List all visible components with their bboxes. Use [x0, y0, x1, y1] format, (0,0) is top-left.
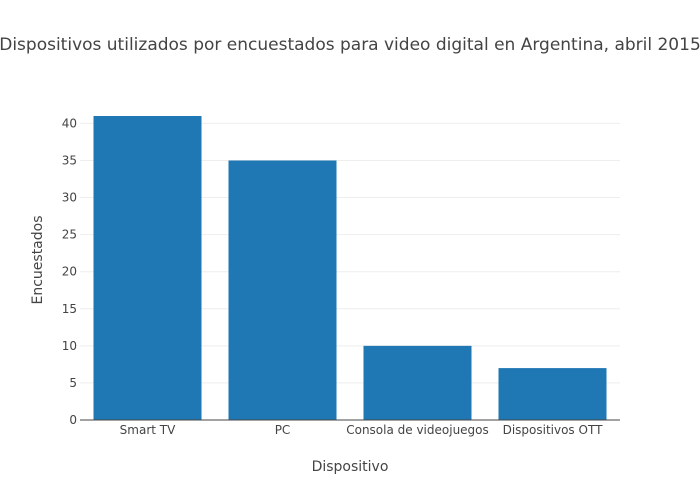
y-tick-label: 35: [62, 153, 77, 167]
x-axis-title: Dispositivo: [312, 459, 389, 475]
x-tick-label: Dispositivos OTT: [503, 423, 603, 437]
bar-smart-tv: [93, 116, 202, 420]
y-tick-label: 10: [62, 339, 77, 353]
y-tick-label: 0: [69, 413, 77, 427]
y-tick-label: 20: [62, 265, 77, 279]
bars: [93, 116, 607, 421]
y-tick-label: 5: [69, 376, 77, 390]
x-tick-label: PC: [275, 423, 291, 437]
x-tick-label: Smart TV: [120, 423, 176, 437]
chart-title: Dispositivos utilizados por encuestados …: [0, 35, 700, 55]
bar-dispositivos-ott: [498, 368, 607, 420]
y-tick-label: 25: [62, 228, 77, 242]
bar-consola-de-videojuegos: [363, 345, 472, 420]
x-axis-ticks: Smart TV PC Consola de videojuegos Disposit…: [120, 423, 603, 437]
y-tick-label: 15: [62, 302, 77, 316]
y-axis-ticks: 0 5 10 15 20 25 30 35 40: [62, 116, 77, 427]
y-tick-label: 40: [62, 116, 77, 130]
bar-pc: [228, 160, 337, 421]
x-tick-label: Consola de videojuegos: [346, 423, 489, 437]
y-axis-title: Encuestados: [30, 215, 46, 304]
y-tick-label: 30: [62, 191, 77, 205]
